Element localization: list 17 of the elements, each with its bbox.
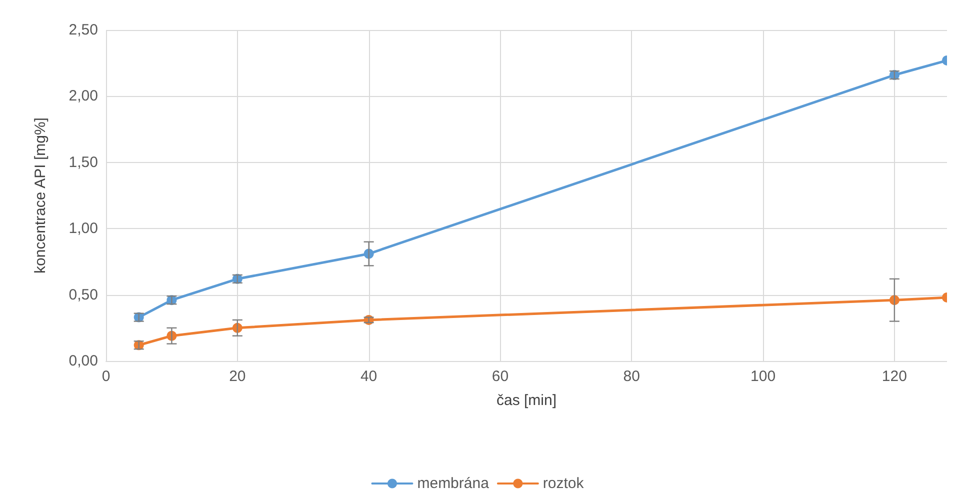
legend-label: roztok — [542, 475, 584, 492]
x-tick-label: 80 — [623, 368, 640, 385]
y-tick-label: 2,00 — [68, 88, 98, 105]
y-tick-label: 1,00 — [68, 220, 98, 238]
x-tick-label: 40 — [360, 368, 378, 385]
y-tick-label: 0,50 — [68, 286, 98, 304]
x-tick-label: 60 — [492, 368, 509, 385]
y-tick-label: 2,50 — [68, 22, 98, 38]
x-tick-label: 100 — [750, 368, 776, 385]
y-tick-label: 0,00 — [68, 352, 98, 370]
x-axis-title: čas [min] — [496, 392, 557, 409]
x-tick-label: 0 — [102, 368, 110, 385]
legend-label: membrána — [417, 475, 490, 492]
y-axis-title: koncentrace API [mg%] — [32, 118, 49, 274]
x-tick-label: 20 — [229, 368, 246, 385]
y-tick-label: 1,50 — [68, 154, 98, 171]
x-tick-label: 120 — [882, 368, 907, 385]
